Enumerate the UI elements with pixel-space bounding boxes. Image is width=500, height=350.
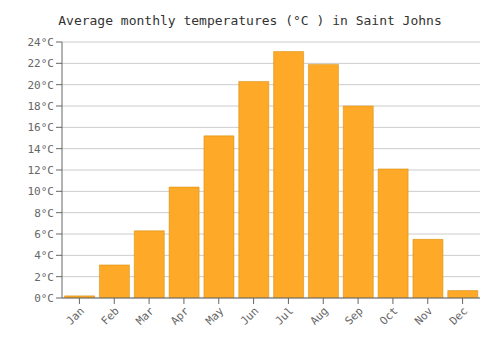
- svg-text:14°C: 14°C: [28, 143, 55, 156]
- svg-text:8°C: 8°C: [34, 207, 54, 220]
- svg-text:16°C: 16°C: [28, 121, 55, 134]
- svg-text:May: May: [203, 304, 227, 328]
- svg-text:Jul: Jul: [273, 304, 296, 327]
- svg-text:0°C: 0°C: [34, 292, 54, 305]
- html-text:Average monthly temperatures (: Average monthly temperatures (°C ) in Sa…: [58, 13, 442, 28]
- svg-text:Dec: Dec: [447, 304, 470, 327]
- svg-text:Feb: Feb: [99, 304, 122, 327]
- svg-text:Mar: Mar: [133, 304, 157, 328]
- svg-text:18°C: 18°C: [28, 100, 55, 113]
- svg-text:24°C: 24°C: [28, 36, 55, 49]
- svg-text:Sep: Sep: [342, 304, 365, 327]
- svg-text:Aug: Aug: [308, 304, 331, 327]
- svg-text:22°C: 22°C: [28, 57, 55, 70]
- svg-text:Apr: Apr: [168, 304, 192, 328]
- svg-text:2°C: 2°C: [34, 271, 54, 284]
- svg-text:12°C: 12°C: [28, 164, 55, 177]
- svg-text:Oct: Oct: [377, 304, 400, 327]
- svg-text:20°C: 20°C: [28, 79, 55, 92]
- svg-text:4°C: 4°C: [34, 249, 54, 262]
- svg-text:Jun: Jun: [238, 304, 261, 327]
- svg-text:10°C: 10°C: [28, 185, 55, 198]
- svg-text:6°C: 6°C: [34, 228, 54, 241]
- svg-text:Nov: Nov: [412, 304, 436, 328]
- svg-text:Jan: Jan: [64, 304, 87, 327]
